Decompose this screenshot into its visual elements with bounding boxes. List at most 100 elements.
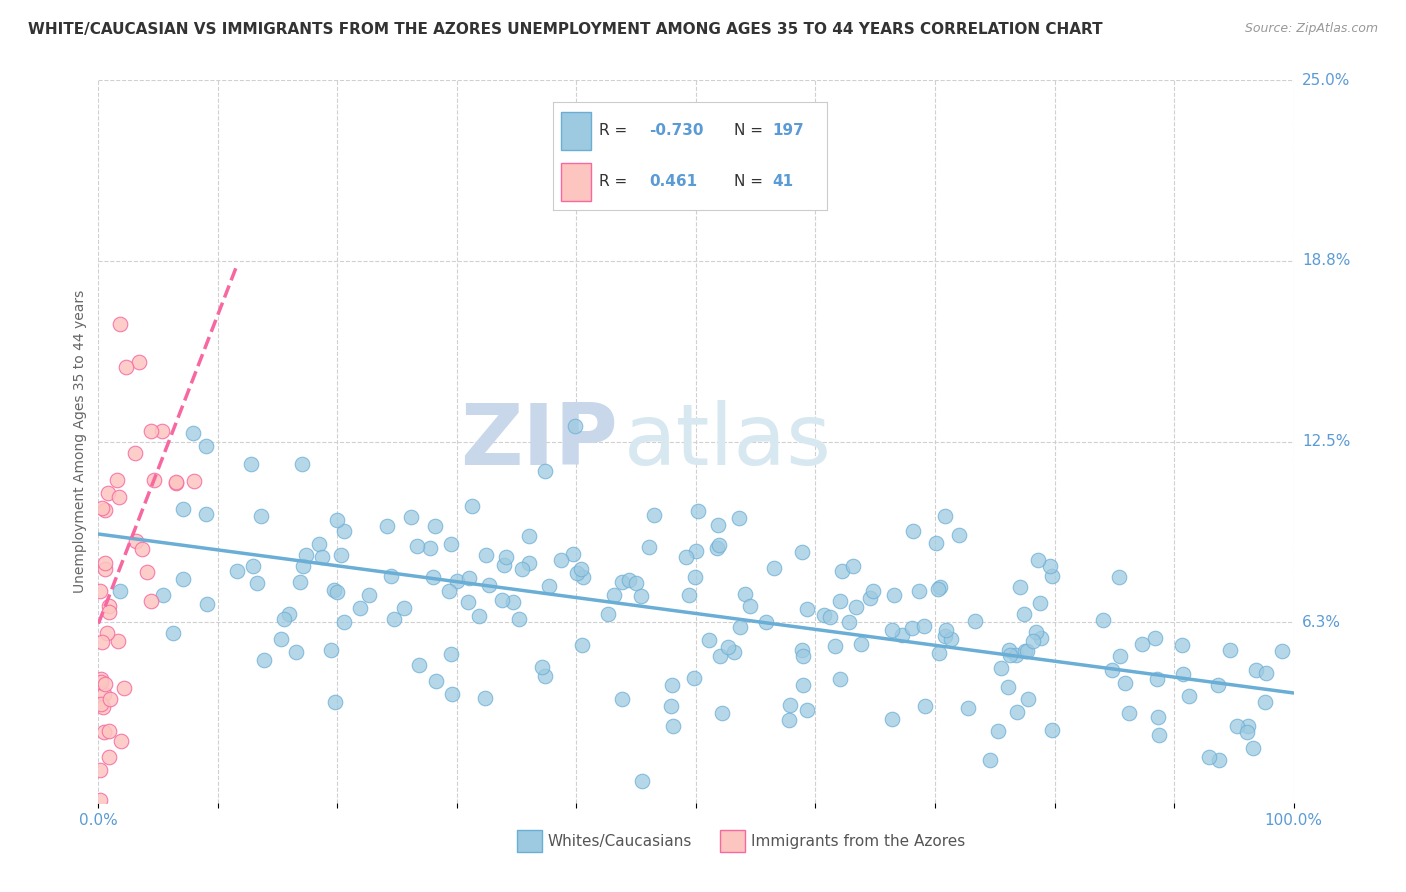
Point: [1108, 570, 1130, 584]
Point: [738, 599, 761, 614]
Point: [997, 680, 1019, 694]
Point: [326, 585, 349, 599]
Point: [963, 614, 986, 628]
Point: [624, 576, 647, 591]
Point: [326, 513, 349, 527]
Point: [292, 559, 315, 574]
Point: [709, 539, 731, 553]
Point: [115, 359, 138, 374]
Point: [792, 678, 814, 692]
Point: [93, 687, 115, 701]
Point: [308, 537, 330, 551]
Point: [728, 620, 751, 634]
Point: [796, 703, 818, 717]
Point: [1146, 673, 1168, 687]
Point: [288, 575, 311, 590]
Point: [1271, 644, 1294, 658]
Point: [602, 588, 624, 602]
Point: [425, 674, 447, 689]
Point: [849, 637, 872, 651]
Point: [139, 424, 162, 438]
Point: [98, 692, 121, 706]
Point: [285, 645, 308, 659]
Point: [333, 524, 356, 538]
Point: [1143, 631, 1166, 645]
Text: 12.5%: 12.5%: [1302, 434, 1350, 449]
Point: [440, 647, 463, 661]
Point: [1254, 665, 1277, 680]
Point: [891, 628, 914, 642]
Point: [195, 507, 218, 521]
Point: [502, 595, 524, 609]
Point: [928, 580, 950, 594]
Point: [1236, 725, 1258, 739]
Point: [90, 672, 112, 686]
Point: [533, 669, 555, 683]
Point: [908, 584, 931, 599]
Point: [987, 724, 1010, 739]
Point: [1108, 648, 1130, 663]
Y-axis label: Unemployment Among Ages 35 to 44 years: Unemployment Among Ages 35 to 44 years: [73, 290, 87, 593]
Point: [1008, 580, 1031, 594]
Point: [1236, 719, 1258, 733]
Point: [571, 570, 593, 584]
Point: [925, 536, 948, 550]
Point: [250, 508, 273, 523]
Point: [273, 612, 295, 626]
Point: [458, 571, 481, 585]
Point: [842, 558, 865, 573]
Point: [97, 605, 120, 619]
Point: [108, 584, 131, 599]
Text: Whites/Caucasians: Whites/Caucasians: [548, 834, 692, 848]
Point: [291, 457, 314, 471]
Text: Immigrants from the Azores: Immigrants from the Azores: [751, 834, 965, 848]
Text: 18.8%: 18.8%: [1302, 253, 1350, 268]
Point: [1022, 633, 1045, 648]
Point: [98, 750, 121, 764]
Point: [242, 559, 264, 574]
Point: [792, 648, 814, 663]
Point: [1208, 753, 1230, 767]
Point: [437, 584, 460, 599]
Point: [596, 607, 619, 621]
Point: [419, 541, 441, 556]
Point: [253, 653, 276, 667]
Point: [927, 582, 949, 597]
Point: [1029, 631, 1052, 645]
Point: [359, 588, 381, 602]
Point: [880, 623, 903, 637]
Point: [152, 588, 174, 602]
Point: [790, 642, 813, 657]
Point: [165, 475, 187, 489]
Point: [755, 615, 778, 630]
Point: [143, 473, 166, 487]
Point: [1171, 667, 1194, 681]
Point: [492, 558, 515, 572]
Point: [612, 575, 634, 590]
Point: [392, 601, 415, 615]
Text: Source: ZipAtlas.com: Source: ZipAtlas.com: [1244, 22, 1378, 36]
Point: [408, 658, 430, 673]
Point: [706, 541, 728, 555]
Point: [831, 565, 853, 579]
Point: [131, 541, 153, 556]
Point: [172, 502, 194, 516]
Point: [457, 595, 479, 609]
Point: [1219, 643, 1241, 657]
Point: [90, 697, 112, 711]
Point: [561, 547, 583, 561]
Point: [838, 615, 860, 629]
Point: [89, 584, 111, 599]
Point: [1091, 614, 1114, 628]
Point: [461, 500, 484, 514]
Point: [508, 612, 530, 626]
Point: [399, 510, 422, 524]
Point: [859, 591, 882, 605]
Point: [89, 793, 111, 807]
Point: [709, 649, 731, 664]
Point: [478, 578, 501, 592]
Point: [105, 474, 128, 488]
Point: [446, 574, 468, 589]
Point: [683, 570, 706, 584]
Point: [323, 695, 346, 709]
